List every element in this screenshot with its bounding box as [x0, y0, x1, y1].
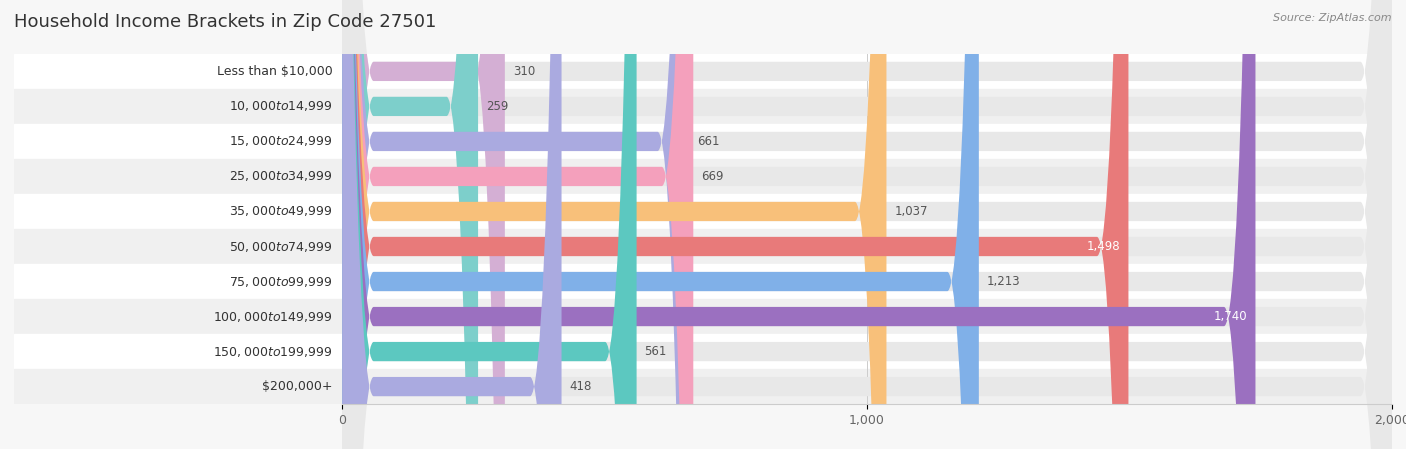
Bar — [342, 264, 1392, 299]
Text: $35,000 to $49,999: $35,000 to $49,999 — [229, 204, 332, 219]
Bar — [342, 54, 1392, 89]
Bar — [14, 54, 342, 89]
Bar — [14, 229, 342, 264]
Text: 259: 259 — [486, 100, 509, 113]
Bar — [342, 334, 1392, 369]
FancyBboxPatch shape — [342, 0, 1129, 449]
Text: 310: 310 — [513, 65, 534, 78]
FancyBboxPatch shape — [342, 0, 637, 449]
Text: 1,213: 1,213 — [987, 275, 1021, 288]
FancyBboxPatch shape — [342, 0, 693, 449]
Bar — [342, 89, 1392, 124]
Text: Household Income Brackets in Zip Code 27501: Household Income Brackets in Zip Code 27… — [14, 13, 436, 31]
FancyBboxPatch shape — [342, 0, 1392, 449]
Bar — [14, 264, 342, 299]
Bar — [14, 194, 342, 229]
Text: Less than $10,000: Less than $10,000 — [217, 65, 332, 78]
Bar — [14, 334, 342, 369]
FancyBboxPatch shape — [342, 0, 1392, 449]
FancyBboxPatch shape — [342, 0, 1256, 449]
Text: 418: 418 — [569, 380, 592, 393]
FancyBboxPatch shape — [342, 0, 1392, 449]
FancyBboxPatch shape — [342, 0, 886, 449]
Text: $10,000 to $14,999: $10,000 to $14,999 — [229, 99, 332, 114]
Bar — [14, 369, 342, 404]
FancyBboxPatch shape — [342, 0, 478, 449]
Text: 661: 661 — [697, 135, 720, 148]
Text: 1,740: 1,740 — [1213, 310, 1247, 323]
Text: $25,000 to $34,999: $25,000 to $34,999 — [229, 169, 332, 184]
FancyBboxPatch shape — [342, 0, 1392, 449]
Bar — [14, 89, 342, 124]
Bar — [342, 194, 1392, 229]
FancyBboxPatch shape — [342, 0, 505, 449]
FancyBboxPatch shape — [342, 0, 1392, 449]
Text: 1,498: 1,498 — [1087, 240, 1121, 253]
Bar — [342, 229, 1392, 264]
Text: 1,037: 1,037 — [894, 205, 928, 218]
Bar — [342, 124, 1392, 159]
Text: Source: ZipAtlas.com: Source: ZipAtlas.com — [1274, 13, 1392, 23]
Text: $15,000 to $24,999: $15,000 to $24,999 — [229, 134, 332, 149]
FancyBboxPatch shape — [342, 0, 1392, 449]
Text: $75,000 to $99,999: $75,000 to $99,999 — [229, 274, 332, 289]
Bar — [14, 159, 342, 194]
FancyBboxPatch shape — [342, 0, 1392, 449]
Bar — [342, 369, 1392, 404]
FancyBboxPatch shape — [342, 0, 1392, 449]
Bar — [342, 159, 1392, 194]
Text: 561: 561 — [644, 345, 666, 358]
Text: $150,000 to $199,999: $150,000 to $199,999 — [212, 344, 332, 359]
Text: $200,000+: $200,000+ — [262, 380, 332, 393]
Bar — [14, 299, 342, 334]
FancyBboxPatch shape — [342, 0, 1392, 449]
FancyBboxPatch shape — [342, 0, 1392, 449]
FancyBboxPatch shape — [342, 0, 689, 449]
Text: 669: 669 — [702, 170, 724, 183]
Text: $50,000 to $74,999: $50,000 to $74,999 — [229, 239, 332, 254]
Bar — [342, 299, 1392, 334]
Bar — [14, 124, 342, 159]
FancyBboxPatch shape — [342, 0, 561, 449]
Text: $100,000 to $149,999: $100,000 to $149,999 — [212, 309, 332, 324]
FancyBboxPatch shape — [342, 0, 979, 449]
